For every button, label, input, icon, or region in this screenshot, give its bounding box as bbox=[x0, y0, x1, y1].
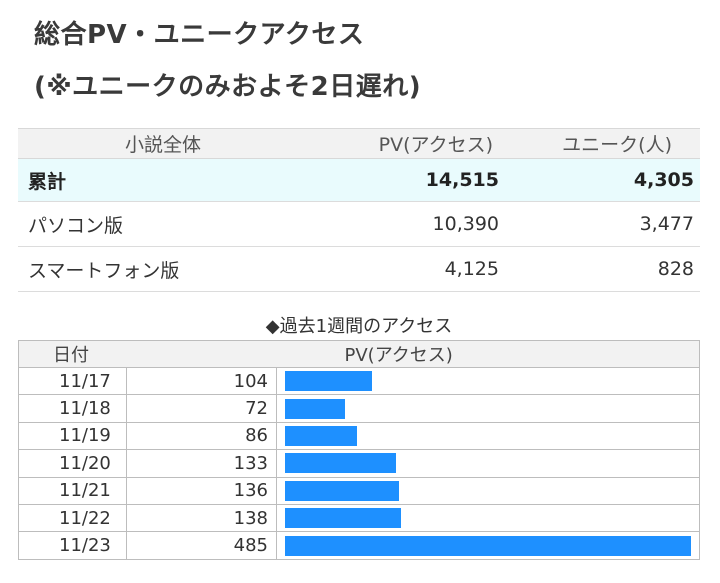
row-label: パソコン版 bbox=[28, 214, 124, 237]
weekly-header-row: 日付 PV(アクセス) bbox=[18, 340, 700, 368]
row-date: 11/23 bbox=[18, 531, 127, 560]
row-bar-cell bbox=[276, 421, 700, 450]
table-row: 11/18 72 bbox=[18, 394, 700, 423]
table-row: 11/21 136 bbox=[18, 476, 700, 505]
pv-bar bbox=[285, 535, 691, 556]
pv-bar bbox=[285, 398, 346, 419]
row-bar-cell bbox=[276, 449, 700, 478]
row-pv: 136 bbox=[126, 476, 277, 505]
row-pv: 14,515 bbox=[425, 169, 499, 191]
row-date: 11/21 bbox=[18, 476, 127, 505]
header-pv: PV(アクセス) bbox=[378, 134, 493, 156]
pv-bar bbox=[285, 371, 373, 392]
weekly-access-title: ◆過去1週間のアクセス bbox=[265, 316, 453, 337]
row-pv: 4,125 bbox=[444, 258, 499, 280]
row-bar-cell bbox=[276, 476, 700, 505]
pv-bar bbox=[285, 480, 399, 501]
header-pv: PV(アクセス) bbox=[126, 340, 700, 368]
row-date: 11/19 bbox=[18, 421, 127, 450]
weekly-access-table: 日付 PV(アクセス) 11/17 104 11/18 72 11/19 86 11/20 1… bbox=[18, 340, 700, 560]
table-row: 11/22 138 bbox=[18, 503, 700, 532]
row-bar-cell bbox=[276, 366, 700, 395]
row-bar-cell bbox=[276, 531, 700, 560]
row-label: 累計 bbox=[28, 170, 67, 193]
weekly-rows: 11/17 104 11/18 72 11/19 86 11/20 133 11/21 136 11… bbox=[18, 366, 700, 560]
pv-bar bbox=[285, 508, 401, 529]
row-pv: 10,390 bbox=[432, 213, 499, 235]
page-title: 総合PV・ユニークアクセス bbox=[34, 20, 365, 50]
pv-bar bbox=[285, 425, 357, 446]
row-pv: 86 bbox=[126, 421, 277, 450]
header-novel-total: 小説全体 bbox=[124, 134, 201, 156]
row-bar-cell bbox=[276, 394, 700, 423]
summary-header-row: 小説全体 PV(アクセス) ユニーク(人) bbox=[18, 128, 700, 159]
row-unique: 3,477 bbox=[639, 213, 694, 235]
summary-row-smartphone: スマートフォン版 4,125 828 bbox=[18, 247, 700, 292]
row-unique: 828 bbox=[657, 258, 694, 280]
row-pv: 485 bbox=[126, 531, 277, 560]
table-row: 11/19 86 bbox=[18, 421, 700, 450]
summary-row-total: 累計 14,515 4,305 bbox=[18, 158, 700, 202]
row-pv: 104 bbox=[126, 366, 277, 395]
row-pv: 138 bbox=[126, 503, 277, 532]
header-date: 日付 bbox=[18, 340, 127, 368]
row-pv: 72 bbox=[126, 394, 277, 423]
row-date: 11/22 bbox=[18, 503, 127, 532]
pv-bar bbox=[285, 453, 397, 474]
row-bar-cell bbox=[276, 503, 700, 532]
header-unique: ユニーク(人) bbox=[562, 134, 672, 156]
row-unique: 4,305 bbox=[633, 169, 694, 191]
row-date: 11/18 bbox=[18, 394, 127, 423]
page-subtitle: (※ユニークのみおよそ2日遅れ) bbox=[34, 72, 422, 102]
row-label: スマートフォン版 bbox=[28, 259, 180, 282]
table-row: 11/17 104 bbox=[18, 366, 700, 395]
row-date: 11/20 bbox=[18, 449, 127, 478]
table-row: 11/23 485 bbox=[18, 531, 700, 560]
summary-table: 小説全体 PV(アクセス) ユニーク(人) 累計 14,515 4,305 パソ… bbox=[18, 128, 700, 292]
row-date: 11/17 bbox=[18, 366, 127, 395]
table-row: 11/20 133 bbox=[18, 449, 700, 478]
summary-row-pc: パソコン版 10,390 3,477 bbox=[18, 202, 700, 247]
row-pv: 133 bbox=[126, 449, 277, 478]
